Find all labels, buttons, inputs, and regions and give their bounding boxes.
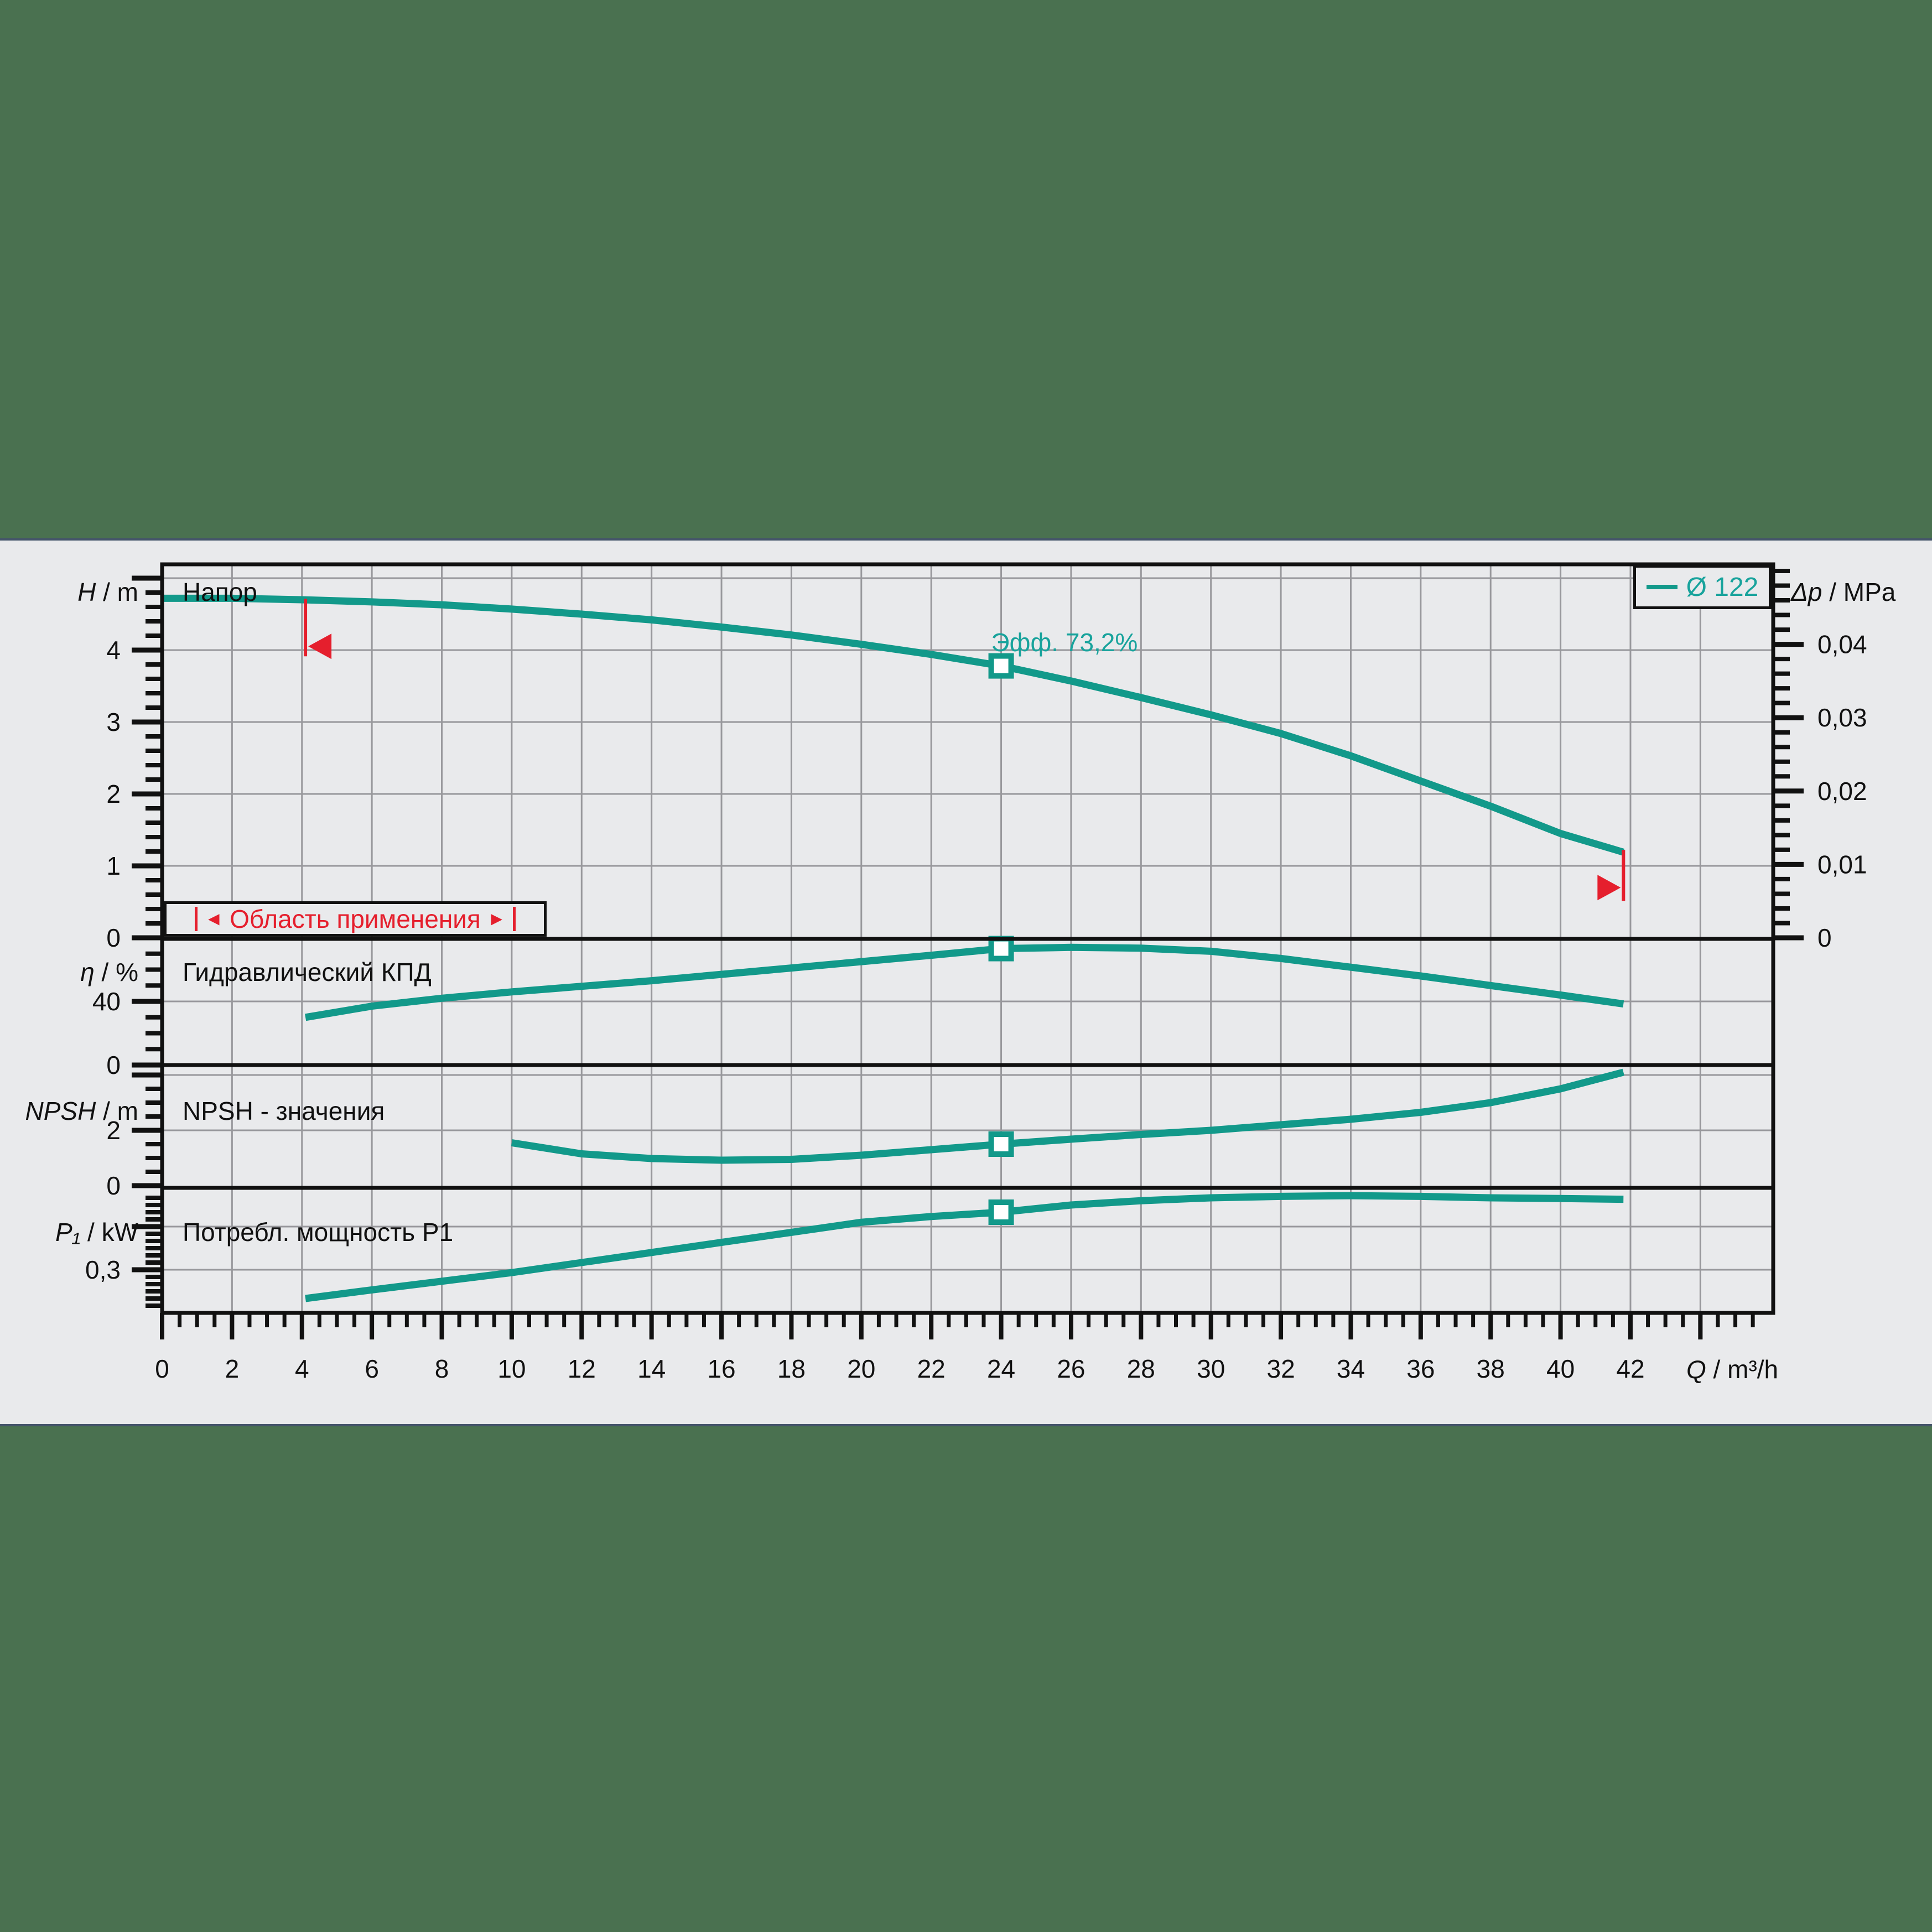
svg-text:22: 22 — [917, 1354, 946, 1383]
svg-text:0: 0 — [106, 1051, 121, 1079]
svg-text:34: 34 — [1337, 1354, 1365, 1383]
svg-text:4: 4 — [295, 1354, 309, 1383]
svg-text:0,3: 0,3 — [85, 1255, 121, 1284]
svg-text:0: 0 — [1817, 923, 1832, 952]
svg-text:3: 3 — [106, 708, 121, 736]
svg-text:2: 2 — [106, 1116, 121, 1145]
range-right-arrow-icon: ► — [487, 908, 506, 929]
svg-text:0,04: 0,04 — [1817, 630, 1867, 659]
dp-axis-label: Δp / MPa — [1791, 578, 1896, 606]
svg-text:2: 2 — [106, 780, 121, 808]
svg-text:10: 10 — [497, 1354, 526, 1383]
svg-text:0: 0 — [155, 1354, 169, 1383]
h-axis-label: H / m — [77, 578, 138, 606]
npsh-axis-label: NPSH / m — [25, 1097, 138, 1125]
application-range-box: ◄ Область применения ► — [164, 901, 547, 937]
svg-text:26: 26 — [1057, 1354, 1085, 1383]
duty-point-efficiency-label: Эфф. 73,2% — [991, 628, 1138, 657]
svg-text:16: 16 — [707, 1354, 735, 1383]
svg-text:0,03: 0,03 — [1817, 703, 1867, 732]
eta-axis-label: η / % — [80, 958, 138, 986]
svg-text:42: 42 — [1616, 1354, 1644, 1383]
svg-text:6: 6 — [365, 1354, 379, 1383]
q-axis-label: Q / m³/h — [1686, 1355, 1779, 1384]
svg-text:12: 12 — [568, 1354, 596, 1383]
svg-text:14: 14 — [637, 1354, 666, 1383]
svg-text:4: 4 — [106, 636, 121, 664]
svg-text:8: 8 — [435, 1354, 449, 1383]
legend-line-swatch — [1646, 585, 1677, 589]
svg-text:2: 2 — [225, 1354, 240, 1383]
svg-text:36: 36 — [1406, 1354, 1435, 1383]
svg-text:40: 40 — [1546, 1354, 1575, 1383]
svg-text:28: 28 — [1127, 1354, 1155, 1383]
p1-axis-label: P₁ / kW — [55, 1218, 138, 1247]
svg-text:38: 38 — [1477, 1354, 1505, 1383]
eta-panel-title: Гидравлический КПД — [183, 958, 432, 986]
svg-text:32: 32 — [1266, 1354, 1295, 1383]
legend-box: Ø 122 — [1633, 565, 1772, 609]
svg-text:40: 40 — [92, 987, 121, 1016]
chart-background-band — [0, 538, 1932, 1426]
svg-text:18: 18 — [777, 1354, 806, 1383]
range-left-bar-icon — [195, 907, 198, 931]
svg-text:30: 30 — [1197, 1354, 1225, 1383]
svg-text:0: 0 — [106, 1171, 121, 1200]
range-right-bar-icon — [512, 907, 516, 931]
svg-text:20: 20 — [847, 1354, 875, 1383]
head-panel-title: Напор — [183, 578, 257, 606]
p1-panel-title: Потребл. мощность P1 — [183, 1218, 454, 1247]
legend-series-label: Ø 122 — [1686, 572, 1759, 602]
svg-text:0,01: 0,01 — [1817, 850, 1867, 879]
svg-text:24: 24 — [987, 1354, 1015, 1383]
npsh-panel-title: NPSH - значения — [183, 1097, 385, 1125]
svg-text:0: 0 — [106, 923, 121, 952]
range-left-arrow-icon: ◄ — [204, 908, 224, 929]
svg-text:1: 1 — [106, 851, 121, 880]
svg-text:0,02: 0,02 — [1817, 777, 1867, 806]
application-range-label: Область применения — [230, 905, 481, 933]
